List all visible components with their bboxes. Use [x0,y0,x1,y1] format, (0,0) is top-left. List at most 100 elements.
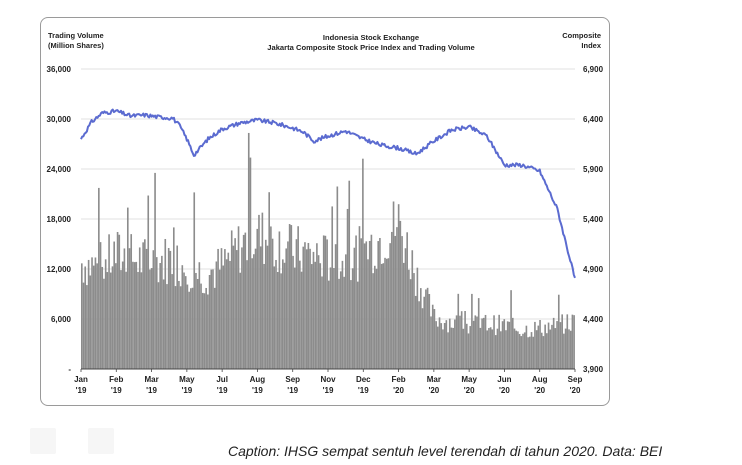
volume-bar [155,257,158,369]
x-tick-year: '19 [217,386,228,395]
volume-bar [566,314,569,369]
volume-bar [471,293,473,369]
volume-bar [423,296,426,369]
volume-bar [172,227,175,369]
volume-bar [568,329,570,369]
volume-bar [144,239,146,369]
volume-bar [360,238,362,369]
volume-bar [520,336,523,369]
volume-bar [331,206,334,369]
volume-bar [123,248,126,369]
volume-bar [532,336,535,369]
volume-bar [350,280,352,369]
volume-bar [84,266,87,369]
volume-bar [508,321,511,369]
volume-bar [128,248,131,369]
volume-bar [278,231,281,369]
volume-bar [116,231,119,369]
volume-bar [113,241,115,369]
volume-bar [534,321,536,369]
volume-bar [389,243,391,369]
volume-bar [537,325,540,369]
volume-bar [299,260,301,369]
volume-bar [353,247,356,369]
volume-bar [551,324,553,369]
volume-bar [365,241,368,369]
y-tick-right: 5,400 [583,215,604,224]
volume-bar [385,258,388,369]
volume-bar [549,329,552,369]
volume-bar [217,248,219,369]
volume-bar [370,234,373,369]
volume-bar [161,255,163,369]
chart-title: Indonesia Stock Exchange [322,33,420,42]
volume-bar [169,250,172,369]
volume-bar [149,269,151,369]
volume-bar [288,224,291,369]
volume-bar [328,280,330,369]
volume-bar [573,315,575,369]
volume-bar [431,304,434,369]
volume-bar [121,261,124,369]
volume-bar [401,236,403,369]
volume-bar [440,323,443,369]
y-tick-right: 6,400 [583,115,604,124]
volume-bar [261,212,264,369]
volume-bar [503,319,506,369]
volume-bar [467,333,470,369]
volume-bar [270,226,272,369]
volume-bar [310,264,313,369]
y-tick-left: 36,000 [47,65,72,74]
volume-bar [162,279,165,369]
volume-bar [275,259,277,369]
x-tick-year: '20 [428,386,439,395]
volume-bar [304,242,306,369]
volume-bar [293,267,296,369]
volume-bar [251,258,253,369]
volume-bar [477,298,480,369]
y-tick-right: 3,900 [583,365,604,374]
volume-bar [89,275,92,369]
volume-bar [324,235,327,369]
volume-bar [300,271,303,369]
volume-bar [569,330,572,369]
volume-bar [115,263,117,369]
volume-bar [488,328,490,369]
index-line-group [80,108,576,279]
volume-bar [409,279,412,369]
volume-bar [372,273,374,369]
volume-bar [273,266,276,369]
volume-bar [232,245,235,369]
volume-bar [411,250,414,369]
volume-bar [176,245,179,369]
volume-bar [239,272,242,369]
volume-bar [307,242,310,369]
volume-bar [130,234,133,369]
volume-bar [259,246,262,369]
volume-bar [452,327,454,369]
x-tick-year: '20 [570,386,581,395]
x-tick-year: '19 [146,386,157,395]
volume-bar [201,292,204,369]
y-tick-right: 5,900 [583,165,604,174]
volume-bar [253,254,255,369]
volume-bar [380,263,383,369]
volume-bar [295,239,298,369]
volume-bar [426,287,429,369]
x-tick-year: '19 [323,386,334,395]
volume-bar [282,259,284,369]
volume-bar [264,239,267,369]
volume-bar [179,286,182,369]
volume-bar [391,231,393,369]
volume-bar [205,287,207,369]
volume-bar [435,321,437,369]
x-tick-month: Aug [532,375,548,384]
volume-bar [92,265,95,369]
volume-bar [542,336,545,369]
volume-bar [147,195,150,369]
volume-bar [474,315,477,369]
volume-bar [419,288,422,369]
x-tick-month: May [461,375,477,384]
volume-bar [529,336,531,369]
volume-bar [486,330,489,369]
